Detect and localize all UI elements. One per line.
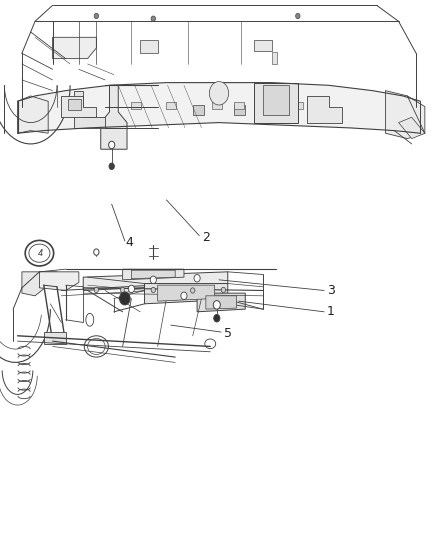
Circle shape [120,287,125,293]
Polygon shape [83,272,228,290]
Polygon shape [22,272,57,296]
Circle shape [213,301,220,309]
Text: 2: 2 [202,231,210,244]
Circle shape [94,249,99,255]
Circle shape [209,82,229,105]
Polygon shape [263,85,289,115]
Polygon shape [18,83,420,133]
Text: 1: 1 [327,305,335,318]
Circle shape [120,292,130,305]
Polygon shape [206,296,237,309]
Circle shape [128,285,134,293]
Bar [44,332,66,344]
Polygon shape [61,96,96,117]
Circle shape [191,288,195,293]
Circle shape [214,314,220,322]
Text: 4: 4 [38,249,43,258]
Bar [293,102,303,109]
Polygon shape [158,285,215,301]
Bar [131,102,141,109]
Circle shape [296,13,300,19]
Circle shape [151,16,155,21]
Polygon shape [131,270,175,279]
Polygon shape [101,85,127,149]
Text: 4: 4 [125,236,133,249]
Polygon shape [385,91,425,139]
Circle shape [151,287,155,293]
Bar [140,40,158,53]
Polygon shape [197,293,245,312]
Circle shape [109,141,115,149]
Bar [234,102,244,109]
Circle shape [194,274,200,282]
Circle shape [181,292,187,300]
Polygon shape [399,117,425,139]
Bar [212,102,222,109]
Bar [234,105,245,115]
Bar [263,102,272,109]
Text: 3: 3 [327,284,335,297]
Bar [254,40,272,51]
Bar [193,105,204,115]
Polygon shape [307,96,342,123]
Polygon shape [145,284,228,304]
Circle shape [221,287,226,293]
Polygon shape [18,96,48,133]
Circle shape [94,13,99,19]
Circle shape [150,276,156,284]
Polygon shape [53,37,96,59]
Circle shape [94,287,99,293]
Polygon shape [254,83,298,123]
Bar [272,52,277,64]
Circle shape [109,163,114,169]
Text: 5: 5 [224,327,232,340]
Polygon shape [74,91,105,128]
Bar [166,102,176,109]
Polygon shape [123,269,184,280]
Polygon shape [39,272,79,290]
Polygon shape [68,99,81,110]
